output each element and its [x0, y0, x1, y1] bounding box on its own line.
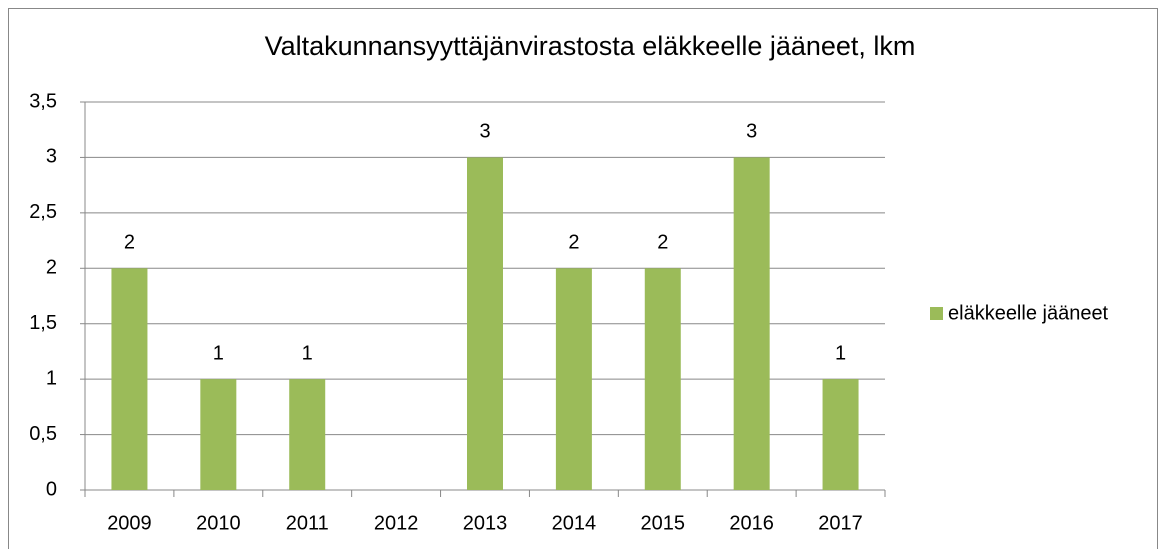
x-tick-label: 2009: [107, 512, 152, 534]
y-tick-label: 1: [46, 367, 57, 389]
data-label: 1: [213, 342, 224, 364]
bar: [289, 379, 326, 490]
bar: [200, 379, 237, 490]
bar: [733, 157, 770, 490]
data-label: 3: [746, 121, 757, 143]
y-tick-label: 2: [46, 257, 57, 279]
data-label: 3: [479, 121, 490, 143]
chart-title: Valtakunnansyyttäjänvirastosta eläkkeell…: [265, 31, 916, 61]
x-tick-label: 2017: [818, 512, 863, 534]
bar: [467, 157, 503, 490]
bar: [822, 379, 859, 490]
x-tick-label: 2013: [463, 512, 508, 534]
x-tick-label: 2015: [641, 512, 686, 534]
bar: [555, 268, 592, 490]
bar: [644, 268, 681, 490]
data-label: 2: [568, 232, 579, 254]
x-tick-label: 2011: [286, 512, 329, 534]
y-tick-label: 1,5: [29, 312, 57, 334]
data-label: 2: [124, 232, 135, 254]
x-tick-label: 2016: [729, 512, 774, 534]
y-tick-label: 0: [46, 478, 57, 500]
y-tick-label: 3,5: [29, 90, 57, 112]
y-tick-label: 3: [46, 146, 57, 168]
x-tick-label: 2014: [552, 512, 597, 534]
data-label: 1: [302, 342, 313, 364]
data-label: 1: [835, 342, 846, 364]
y-tick-label: 0,5: [29, 423, 57, 445]
legend-swatch: [930, 307, 943, 320]
data-label: 2: [657, 232, 668, 254]
legend-label: eläkkeelle jääneet: [948, 302, 1109, 324]
y-tick-label: 2,5: [29, 201, 57, 223]
x-tick-label: 2012: [374, 512, 419, 534]
bar: [111, 268, 148, 490]
x-tick-label: 2010: [196, 512, 241, 534]
